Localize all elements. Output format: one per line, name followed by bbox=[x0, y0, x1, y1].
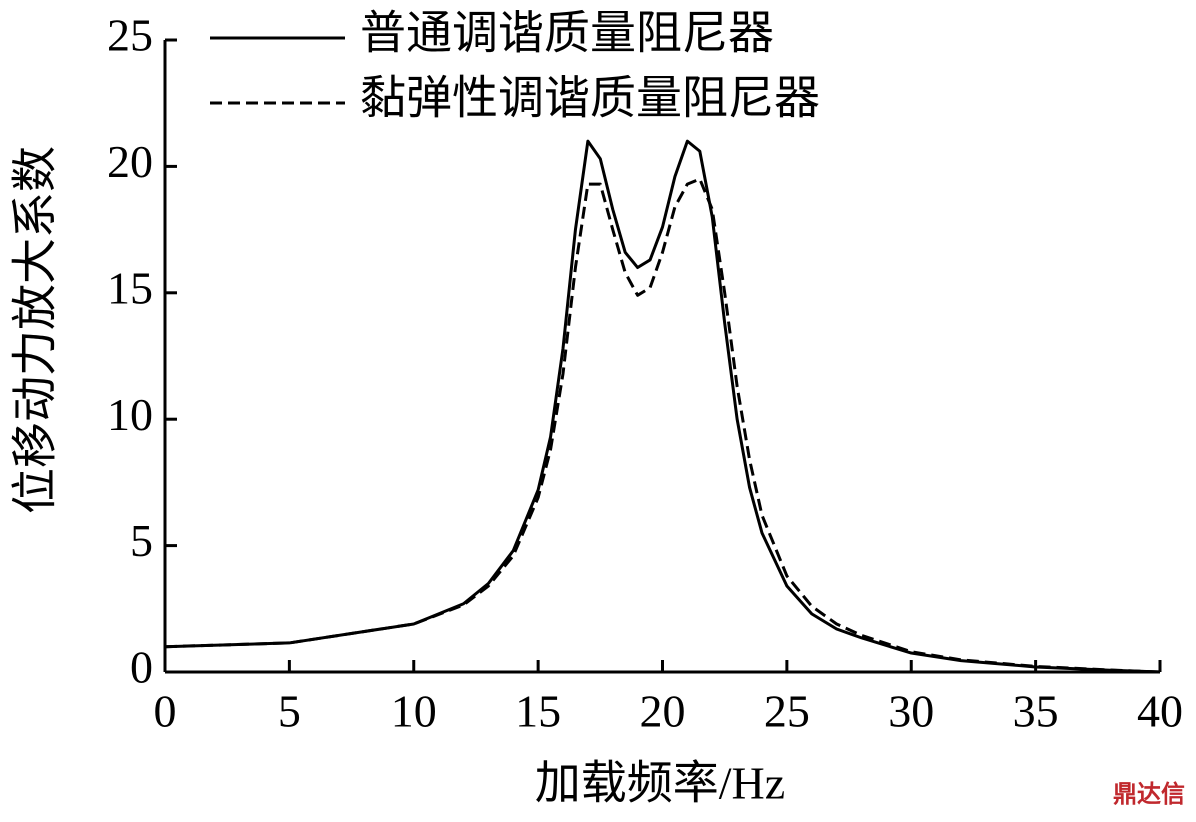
y-tick-label: 25 bbox=[107, 10, 153, 61]
series-line bbox=[164, 177, 1161, 674]
x-axis-label: 加载频率/Hz bbox=[535, 758, 785, 809]
x-tick-label: 10 bbox=[391, 686, 437, 737]
x-tick-label: 20 bbox=[640, 686, 686, 737]
y-tick-label: 15 bbox=[107, 262, 153, 313]
x-tick-label: 5 bbox=[278, 686, 301, 737]
legend-label: 黏弹性调谐质量阻尼器 bbox=[360, 73, 820, 124]
x-tick-label: 35 bbox=[1013, 686, 1059, 737]
y-tick-label: 20 bbox=[107, 136, 153, 187]
x-tick-label: 25 bbox=[764, 686, 810, 737]
series-line bbox=[164, 139, 1161, 674]
x-tick-label: 15 bbox=[515, 686, 561, 737]
legend-label: 普通调谐质量阻尼器 bbox=[360, 8, 774, 59]
x-tick-label: 30 bbox=[888, 686, 934, 737]
y-tick-label: 0 bbox=[130, 642, 153, 693]
watermark: 鼎达信 bbox=[1113, 780, 1185, 808]
y-tick-label: 5 bbox=[130, 515, 153, 566]
y-tick-label: 10 bbox=[107, 389, 153, 440]
y-axis-label: 位移动力放大系数 bbox=[10, 146, 61, 514]
x-tick-label: 40 bbox=[1137, 686, 1183, 737]
x-tick-label: 0 bbox=[154, 686, 177, 737]
